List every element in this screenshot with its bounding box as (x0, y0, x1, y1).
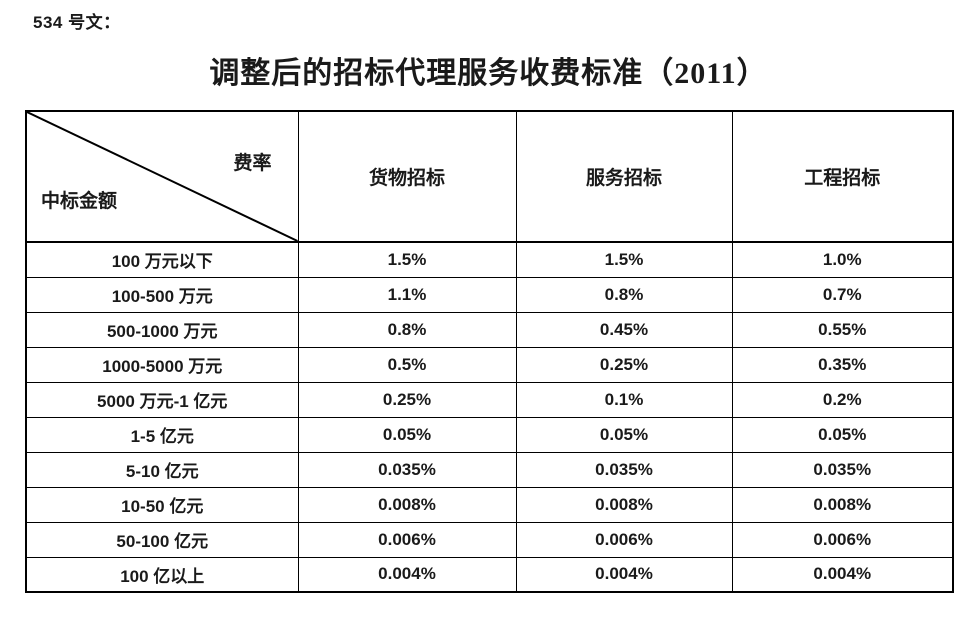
fee-value-cell: 0.35% (731, 346, 954, 383)
row-label-cell: 100 亿以上 (25, 556, 299, 593)
fee-value-cell: 0.25% (515, 346, 733, 383)
table-row: 100-500 万元 1.1% 0.8% 0.7% (25, 276, 954, 313)
fee-value-cell: 0.006% (731, 521, 954, 558)
row-label-cell: 1000-5000 万元 (25, 346, 299, 383)
fee-value-cell: 0.05% (731, 416, 954, 453)
fee-value-cell: 0.5% (297, 346, 517, 383)
table-row: 100 亿以上 0.004% 0.004% 0.004% (25, 556, 954, 593)
table-row: 50-100 亿元 0.006% 0.006% 0.006% (25, 521, 954, 558)
fee-value-cell: 0.05% (297, 416, 517, 453)
row-label-cell: 100-500 万元 (25, 276, 299, 313)
table-row: 1-5 亿元 0.05% 0.05% 0.05% (25, 416, 954, 453)
row-label-cell: 1-5 亿元 (25, 416, 299, 453)
fee-value-cell: 0.2% (731, 381, 954, 418)
table-row: 1000-5000 万元 0.5% 0.25% 0.35% (25, 346, 954, 383)
fee-value-cell: 0.008% (731, 486, 954, 523)
diagonal-divider-line (27, 112, 298, 241)
column-header-goods: 货物招标 (297, 110, 517, 243)
fee-value-cell: 0.035% (731, 451, 954, 488)
fee-value-cell: 1.1% (297, 276, 517, 313)
fee-value-cell: 0.004% (731, 556, 954, 593)
fee-value-cell: 0.1% (515, 381, 733, 418)
fee-value-cell: 0.004% (515, 556, 733, 593)
fee-value-cell: 0.004% (297, 556, 517, 593)
row-label-cell: 5-10 亿元 (25, 451, 299, 488)
table-row: 5000 万元-1 亿元 0.25% 0.1% 0.2% (25, 381, 954, 418)
fee-value-cell: 0.006% (297, 521, 517, 558)
fee-value-cell: 0.25% (297, 381, 517, 418)
row-label-cell: 100 万元以下 (25, 241, 299, 278)
fee-value-cell: 1.0% (731, 241, 954, 278)
table-row: 10-50 亿元 0.008% 0.008% 0.008% (25, 486, 954, 523)
page-title: 调整后的招标代理服务收费标准（2011） (209, 57, 768, 90)
fee-value-cell: 0.45% (515, 311, 733, 348)
fee-value-cell: 0.7% (731, 276, 954, 313)
row-label-cell: 50-100 亿元 (25, 521, 299, 558)
row-label-cell: 5000 万元-1 亿元 (25, 381, 299, 418)
table-row: 100 万元以下 1.5% 1.5% 1.0% (25, 241, 954, 278)
fee-value-cell: 0.8% (515, 276, 733, 313)
fee-value-cell: 0.05% (515, 416, 733, 453)
fee-value-cell: 0.008% (515, 486, 733, 523)
fee-value-cell: 1.5% (297, 241, 517, 278)
table-row: 500-1000 万元 0.8% 0.45% 0.55% (25, 311, 954, 348)
fee-value-cell: 0.035% (515, 451, 733, 488)
fee-value-cell: 0.008% (297, 486, 517, 523)
amount-axis-label: 中标金额 (41, 191, 118, 212)
fee-value-cell: 0.006% (515, 521, 733, 558)
row-label-cell: 10-50 亿元 (25, 486, 299, 523)
fee-value-cell: 0.035% (297, 451, 517, 488)
doc-number-label: 534 号文： (33, 13, 121, 32)
fee-rate-table: 费率 中标金额 货物招标 服务招标 工程招标 100 万元以下 1.5% 1.5… (25, 110, 954, 593)
column-header-services: 服务招标 (515, 110, 733, 243)
fee-value-cell: 0.55% (731, 311, 954, 348)
fee-value-cell: 0.8% (297, 311, 517, 348)
column-header-engineering: 工程招标 (731, 110, 954, 243)
fee-value-cell: 1.5% (515, 241, 733, 278)
table-corner-cell: 费率 中标金额 (25, 110, 299, 243)
row-label-cell: 500-1000 万元 (25, 311, 299, 348)
table-row: 5-10 亿元 0.035% 0.035% 0.035% (25, 451, 954, 488)
rate-axis-label: 费率 (233, 153, 272, 174)
header-row: 费率 中标金额 货物招标 服务招标 工程招标 (25, 110, 954, 243)
